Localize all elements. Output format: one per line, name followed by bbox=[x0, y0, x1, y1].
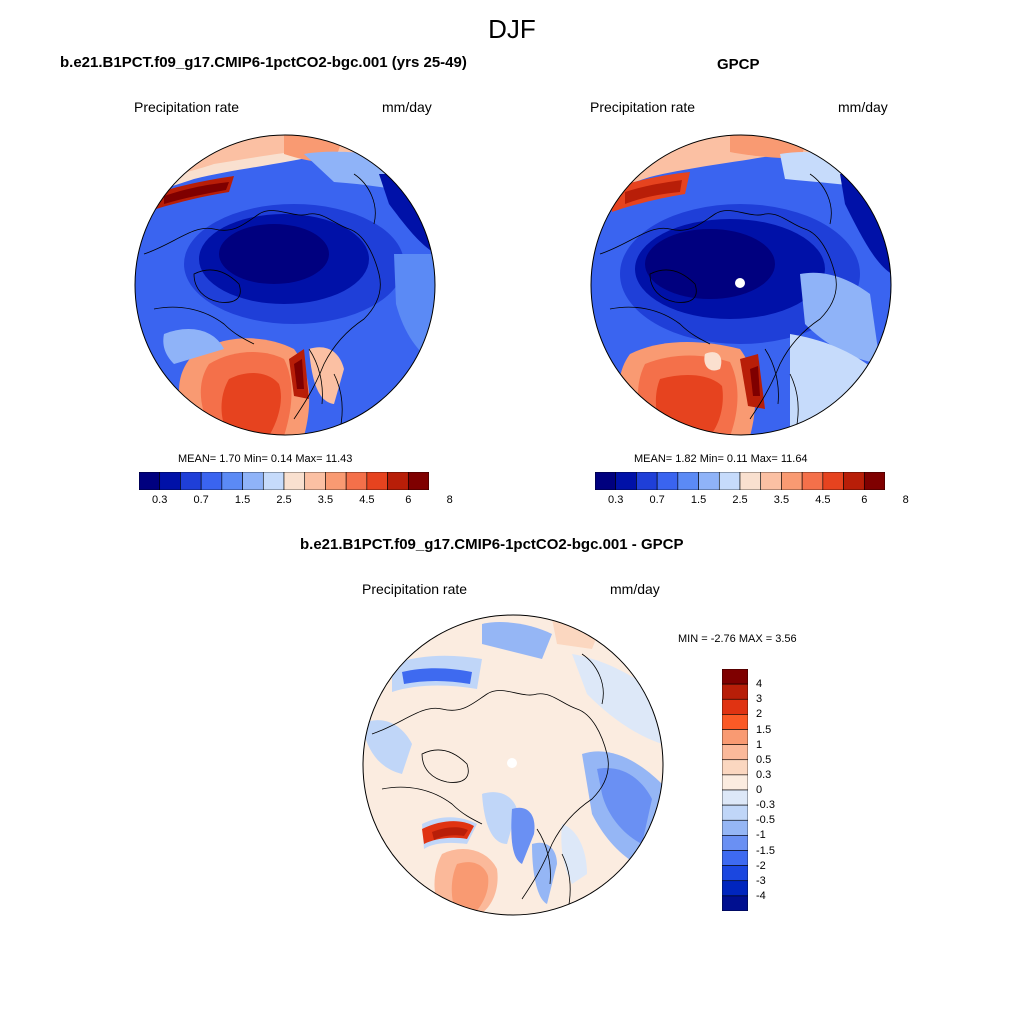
colorbar-swatch bbox=[722, 683, 748, 700]
colorbar-tick-label: 2.5 bbox=[732, 494, 748, 506]
colorbar-swatch bbox=[366, 472, 388, 490]
colorbar-swatch bbox=[325, 472, 347, 490]
colorbar-tick-label: 2 bbox=[756, 708, 763, 721]
colorbar-tick-label: 4.5 bbox=[815, 494, 831, 506]
obs-polar-map bbox=[590, 134, 892, 436]
colorbar-swatch bbox=[407, 472, 429, 490]
colorbar-tick-label: 6 bbox=[405, 494, 412, 506]
colorbar-tick-label: -0.5 bbox=[756, 814, 775, 827]
colorbar-tick-label: -0.3 bbox=[756, 799, 775, 812]
obs-colorbar-labels: 0.3 0.7 1.5 2.5 3.5 4.5 6 8 bbox=[595, 494, 909, 510]
colorbar-tick-label: -4 bbox=[756, 889, 766, 902]
colorbar-swatch bbox=[722, 744, 748, 761]
colorbar-swatch bbox=[200, 472, 223, 490]
diff-units-label: mm/day bbox=[610, 581, 660, 597]
colorbar-tick-label: 0.5 bbox=[756, 753, 772, 766]
colorbar-swatch bbox=[677, 472, 699, 490]
colorbar-swatch bbox=[387, 472, 409, 490]
colorbar-tick-label: 1.5 bbox=[756, 723, 772, 736]
colorbar-tick-label: 0.3 bbox=[756, 768, 772, 781]
diff-panel-title: b.e21.B1PCT.f09_g17.CMIP6-1pctCO2-bgc.00… bbox=[300, 536, 684, 553]
colorbar-swatch bbox=[722, 835, 748, 851]
colorbar-swatch bbox=[722, 759, 748, 776]
colorbar-swatch bbox=[304, 472, 326, 490]
colorbar-swatch bbox=[760, 472, 782, 490]
obs-units-label: mm/day bbox=[838, 99, 888, 115]
colorbar-tick-label: 2.5 bbox=[276, 494, 292, 506]
colorbar-tick-label: -1.5 bbox=[756, 844, 775, 857]
colorbar-tick-label: 3 bbox=[756, 693, 763, 706]
colorbar-swatch bbox=[698, 472, 720, 490]
figure-title: DJF bbox=[488, 14, 536, 44]
diff-colorbar bbox=[722, 669, 748, 911]
diff-polar-map bbox=[362, 614, 664, 916]
colorbar-swatch bbox=[595, 472, 617, 490]
colorbar-tick-label: 1.5 bbox=[234, 494, 251, 506]
obs-colorbar bbox=[595, 472, 885, 490]
colorbar-tick-label: -3 bbox=[756, 874, 766, 887]
obs-panel-title: GPCP bbox=[717, 56, 760, 73]
colorbar-swatch bbox=[722, 698, 748, 715]
model-colorbar-labels: 0.3 0.7 1.5 2.5 3.5 4.5 6 8 bbox=[139, 494, 453, 510]
colorbar-swatch bbox=[739, 472, 762, 490]
colorbar-swatch bbox=[722, 850, 748, 866]
colorbar-swatch bbox=[843, 472, 865, 490]
colorbar-tick-label: 4.5 bbox=[359, 494, 375, 506]
colorbar-tick-label: 8 bbox=[902, 494, 909, 506]
colorbar-swatch bbox=[722, 804, 748, 821]
diff-variable-label: Precipitation rate bbox=[362, 581, 468, 597]
colorbar-tick-label: 8 bbox=[446, 494, 453, 506]
colorbar-swatch bbox=[615, 472, 637, 490]
colorbar-tick-label: 0.3 bbox=[152, 494, 168, 506]
colorbar-swatch bbox=[180, 472, 202, 490]
colorbar-swatch bbox=[722, 819, 748, 836]
model-panel-title: b.e21.B1PCT.f09_g17.CMIP6-1pctCO2-bgc.00… bbox=[60, 54, 467, 71]
colorbar-tick-label: 0 bbox=[756, 784, 763, 796]
colorbar-swatch bbox=[718, 472, 741, 490]
colorbar-tick-label: 0.7 bbox=[193, 494, 209, 506]
colorbar-swatch bbox=[242, 472, 264, 490]
colorbar-swatch bbox=[139, 472, 161, 490]
colorbar-swatch bbox=[345, 472, 368, 490]
colorbar-swatch bbox=[722, 714, 748, 730]
colorbar-swatch bbox=[722, 789, 748, 806]
colorbar-swatch bbox=[722, 895, 748, 911]
colorbar-swatch bbox=[801, 472, 824, 490]
colorbar-swatch bbox=[822, 472, 844, 490]
obs-variable-label: Precipitation rate bbox=[590, 99, 696, 115]
colorbar-tick-label: 6 bbox=[861, 494, 868, 506]
model-stats: MEAN= 1.70 Min= 0.14 Max= 11.43 bbox=[178, 453, 353, 465]
colorbar-tick-label: 1.5 bbox=[690, 494, 707, 506]
colorbar-tick-label: 1 bbox=[756, 738, 763, 751]
colorbar-swatch bbox=[781, 472, 803, 490]
colorbar-tick-label: -2 bbox=[756, 859, 766, 872]
colorbar-swatch bbox=[221, 472, 243, 490]
colorbar-tick-label: 4 bbox=[756, 678, 763, 691]
colorbar-swatch bbox=[722, 669, 748, 685]
colorbar-swatch bbox=[159, 472, 181, 490]
colorbar-swatch bbox=[722, 774, 748, 791]
colorbar-tick-label: -1 bbox=[756, 829, 766, 842]
colorbar-tick-label: 3.5 bbox=[773, 494, 790, 506]
model-colorbar bbox=[139, 472, 429, 490]
colorbar-tick-label: 3.5 bbox=[317, 494, 334, 506]
colorbar-swatch bbox=[636, 472, 658, 490]
colorbar-swatch bbox=[722, 865, 748, 882]
model-variable-label: Precipitation rate bbox=[134, 99, 240, 115]
colorbar-swatch bbox=[722, 880, 748, 897]
model-units-label: mm/day bbox=[382, 99, 432, 115]
model-polar-map bbox=[134, 134, 436, 436]
colorbar-swatch bbox=[722, 729, 748, 745]
colorbar-swatch bbox=[262, 472, 285, 490]
colorbar-swatch bbox=[656, 472, 679, 490]
colorbar-swatch bbox=[283, 472, 306, 490]
obs-stats: MEAN= 1.82 Min= 0.11 Max= 11.64 bbox=[634, 453, 808, 465]
colorbar-tick-label: 0.3 bbox=[608, 494, 624, 506]
colorbar-swatch bbox=[863, 472, 885, 490]
diff-stats: MIN = -2.76 MAX = 3.56 bbox=[678, 633, 797, 645]
colorbar-tick-label: 0.7 bbox=[649, 494, 665, 506]
diff-colorbar-labels: 4 3 2 1.5 1 0.5 0.3 0 -0.3 -0.5 -1 -1.5 -2 -3 -4 bbox=[756, 669, 796, 911]
